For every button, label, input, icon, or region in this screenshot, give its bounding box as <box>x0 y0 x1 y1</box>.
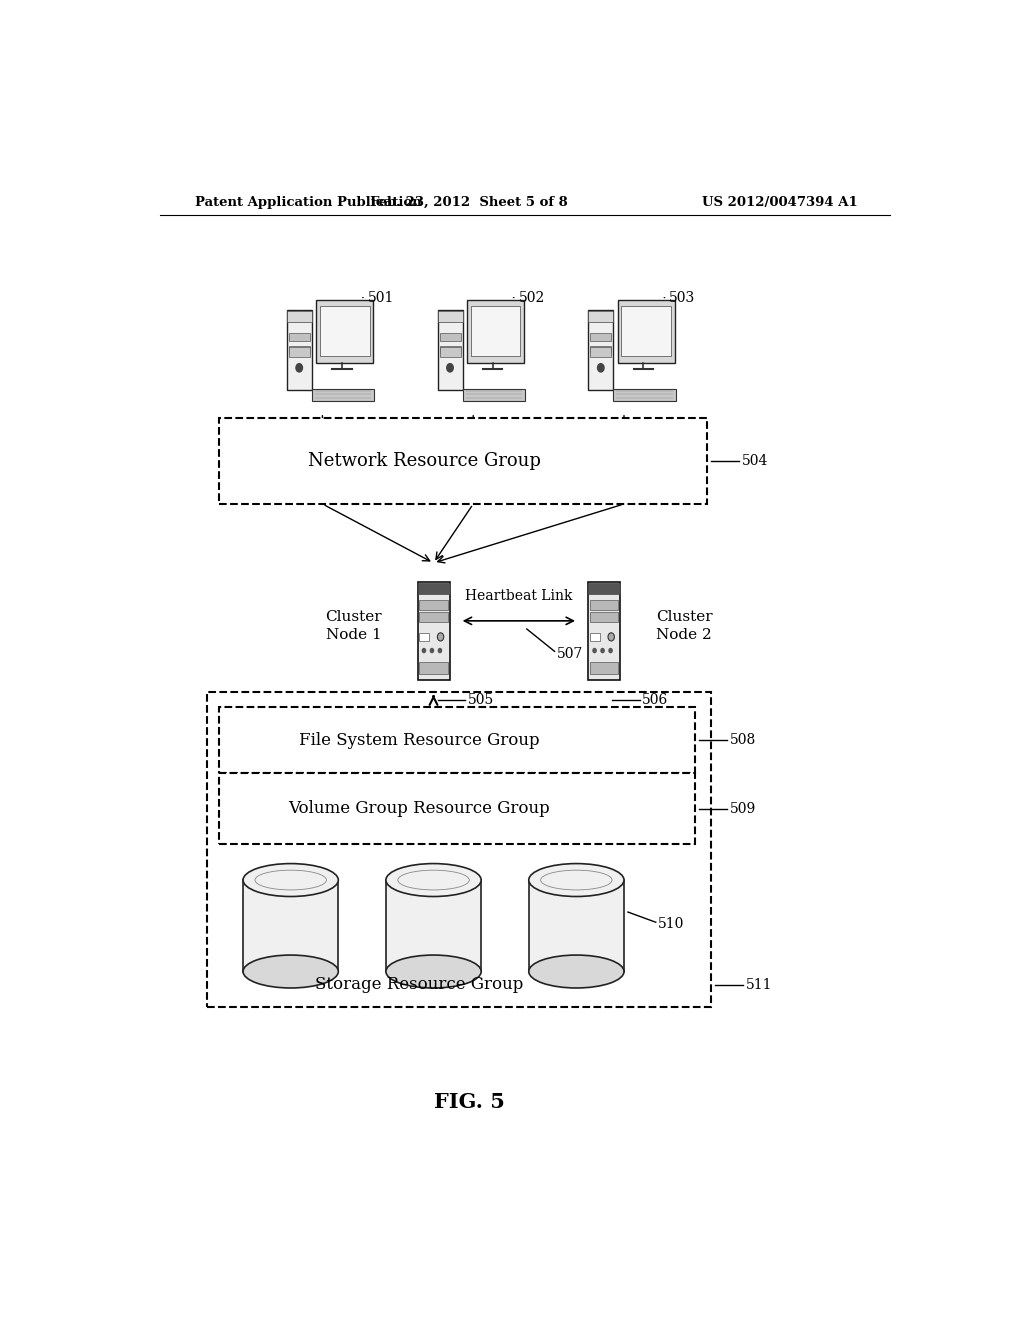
FancyBboxPatch shape <box>590 599 618 610</box>
FancyBboxPatch shape <box>418 583 450 594</box>
Circle shape <box>422 648 426 652</box>
Text: 510: 510 <box>658 917 684 931</box>
FancyBboxPatch shape <box>420 663 447 675</box>
Circle shape <box>608 632 614 642</box>
Circle shape <box>598 363 604 372</box>
FancyBboxPatch shape <box>590 334 611 341</box>
FancyBboxPatch shape <box>319 306 370 356</box>
FancyBboxPatch shape <box>439 347 461 356</box>
Text: 506: 506 <box>642 693 669 708</box>
Ellipse shape <box>528 863 624 896</box>
Text: Cluster
Node 1: Cluster Node 1 <box>326 610 382 642</box>
FancyBboxPatch shape <box>311 389 374 401</box>
Text: File System Resource Group: File System Resource Group <box>299 731 540 748</box>
Text: Heartbeat Link: Heartbeat Link <box>465 589 572 602</box>
Circle shape <box>601 648 604 652</box>
Text: 511: 511 <box>745 978 772 991</box>
FancyBboxPatch shape <box>287 312 311 322</box>
FancyBboxPatch shape <box>588 582 621 680</box>
Ellipse shape <box>386 863 481 896</box>
Circle shape <box>446 363 454 372</box>
FancyBboxPatch shape <box>613 389 676 401</box>
FancyBboxPatch shape <box>590 663 618 675</box>
FancyBboxPatch shape <box>437 312 463 322</box>
FancyBboxPatch shape <box>439 346 461 354</box>
Circle shape <box>437 632 443 642</box>
Circle shape <box>593 648 596 652</box>
FancyBboxPatch shape <box>386 880 481 972</box>
FancyBboxPatch shape <box>618 300 675 363</box>
Circle shape <box>296 363 302 372</box>
FancyBboxPatch shape <box>437 310 463 391</box>
FancyBboxPatch shape <box>289 334 309 341</box>
Text: 504: 504 <box>741 454 768 467</box>
Text: Storage Resource Group: Storage Resource Group <box>314 977 523 993</box>
Text: US 2012/0047394 A1: US 2012/0047394 A1 <box>702 195 858 209</box>
Text: FIG. 5: FIG. 5 <box>434 1092 505 1111</box>
Text: 507: 507 <box>557 647 584 661</box>
FancyBboxPatch shape <box>219 708 695 774</box>
FancyBboxPatch shape <box>590 612 618 622</box>
FancyBboxPatch shape <box>622 306 671 356</box>
FancyBboxPatch shape <box>467 300 524 363</box>
FancyBboxPatch shape <box>590 346 611 354</box>
FancyBboxPatch shape <box>588 583 621 594</box>
Ellipse shape <box>528 956 624 987</box>
FancyBboxPatch shape <box>316 300 373 363</box>
FancyBboxPatch shape <box>463 389 525 401</box>
Text: Volume Group Resource Group: Volume Group Resource Group <box>289 800 550 817</box>
FancyBboxPatch shape <box>420 634 429 640</box>
Ellipse shape <box>386 956 481 987</box>
FancyBboxPatch shape <box>219 774 695 845</box>
FancyBboxPatch shape <box>528 880 624 972</box>
FancyBboxPatch shape <box>590 347 611 356</box>
FancyBboxPatch shape <box>588 310 613 391</box>
Text: Network Resource Group: Network Resource Group <box>308 451 541 470</box>
FancyBboxPatch shape <box>588 312 613 322</box>
FancyBboxPatch shape <box>420 612 447 622</box>
Text: Feb. 23, 2012  Sheet 5 of 8: Feb. 23, 2012 Sheet 5 of 8 <box>371 195 568 209</box>
FancyBboxPatch shape <box>243 880 338 972</box>
Text: 509: 509 <box>729 801 756 816</box>
FancyBboxPatch shape <box>471 306 520 356</box>
Text: 508: 508 <box>729 734 756 747</box>
FancyBboxPatch shape <box>289 346 309 354</box>
FancyBboxPatch shape <box>439 334 461 341</box>
Text: 503: 503 <box>670 290 695 305</box>
FancyBboxPatch shape <box>289 347 309 356</box>
FancyBboxPatch shape <box>420 599 447 610</box>
Ellipse shape <box>243 956 338 987</box>
Circle shape <box>430 648 433 652</box>
FancyBboxPatch shape <box>207 692 712 1007</box>
FancyBboxPatch shape <box>219 417 708 504</box>
Text: 505: 505 <box>468 693 494 708</box>
Circle shape <box>438 648 441 652</box>
Text: Cluster
Node 2: Cluster Node 2 <box>655 610 713 642</box>
Text: Patent Application Publication: Patent Application Publication <box>196 195 422 209</box>
Ellipse shape <box>243 863 338 896</box>
Circle shape <box>609 648 612 652</box>
FancyBboxPatch shape <box>590 634 600 640</box>
FancyBboxPatch shape <box>287 310 311 391</box>
FancyBboxPatch shape <box>418 582 450 680</box>
Text: 501: 501 <box>368 290 394 305</box>
Text: 502: 502 <box>518 290 545 305</box>
